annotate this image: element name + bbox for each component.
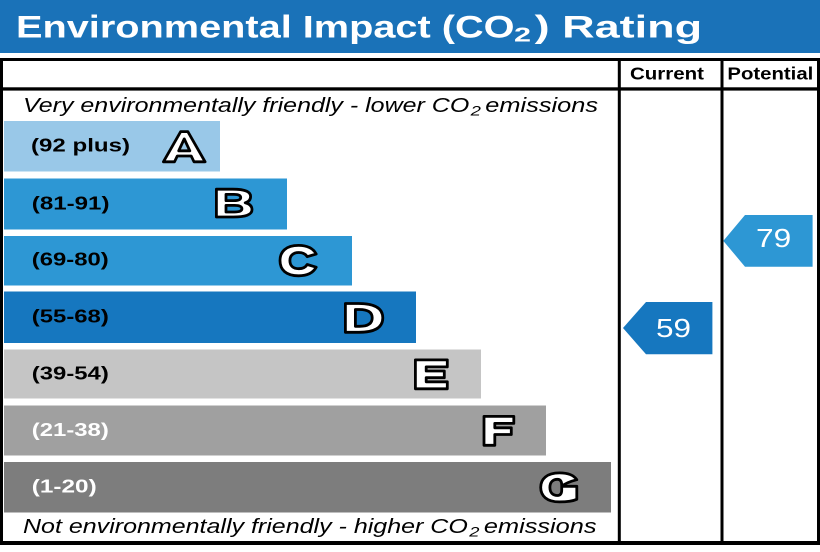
svg-text:Environmental Impact (CO: Environmental Impact (CO <box>16 9 515 45</box>
svg-text:2: 2 <box>468 524 480 540</box>
svg-text:) Rating: ) Rating <box>535 9 703 45</box>
svg-text:2: 2 <box>514 25 531 47</box>
svg-text:2: 2 <box>469 102 481 118</box>
svg-text:Current: Current <box>630 64 704 84</box>
svg-text:(21-38): (21-38) <box>32 420 109 440</box>
svg-text:(81-91): (81-91) <box>32 193 110 213</box>
svg-text:Very environmentally friendly: Very environmentally friendly - lower CO <box>23 95 469 117</box>
svg-text:emissions: emissions <box>484 516 597 538</box>
svg-text:Not environmentally friendly -: Not environmentally friendly - higher CO <box>23 516 468 538</box>
svg-text:(55-68): (55-68) <box>32 307 109 327</box>
svg-text:(1-20): (1-20) <box>32 477 97 497</box>
svg-text:emissions: emissions <box>485 95 598 117</box>
svg-text:(92 plus): (92 plus) <box>31 135 130 155</box>
svg-text:(69-80): (69-80) <box>32 250 109 270</box>
svg-text:(39-54): (39-54) <box>32 364 109 384</box>
svg-text:79: 79 <box>756 223 791 253</box>
svg-text:59: 59 <box>656 313 691 343</box>
svg-text:Potential: Potential <box>727 64 813 84</box>
